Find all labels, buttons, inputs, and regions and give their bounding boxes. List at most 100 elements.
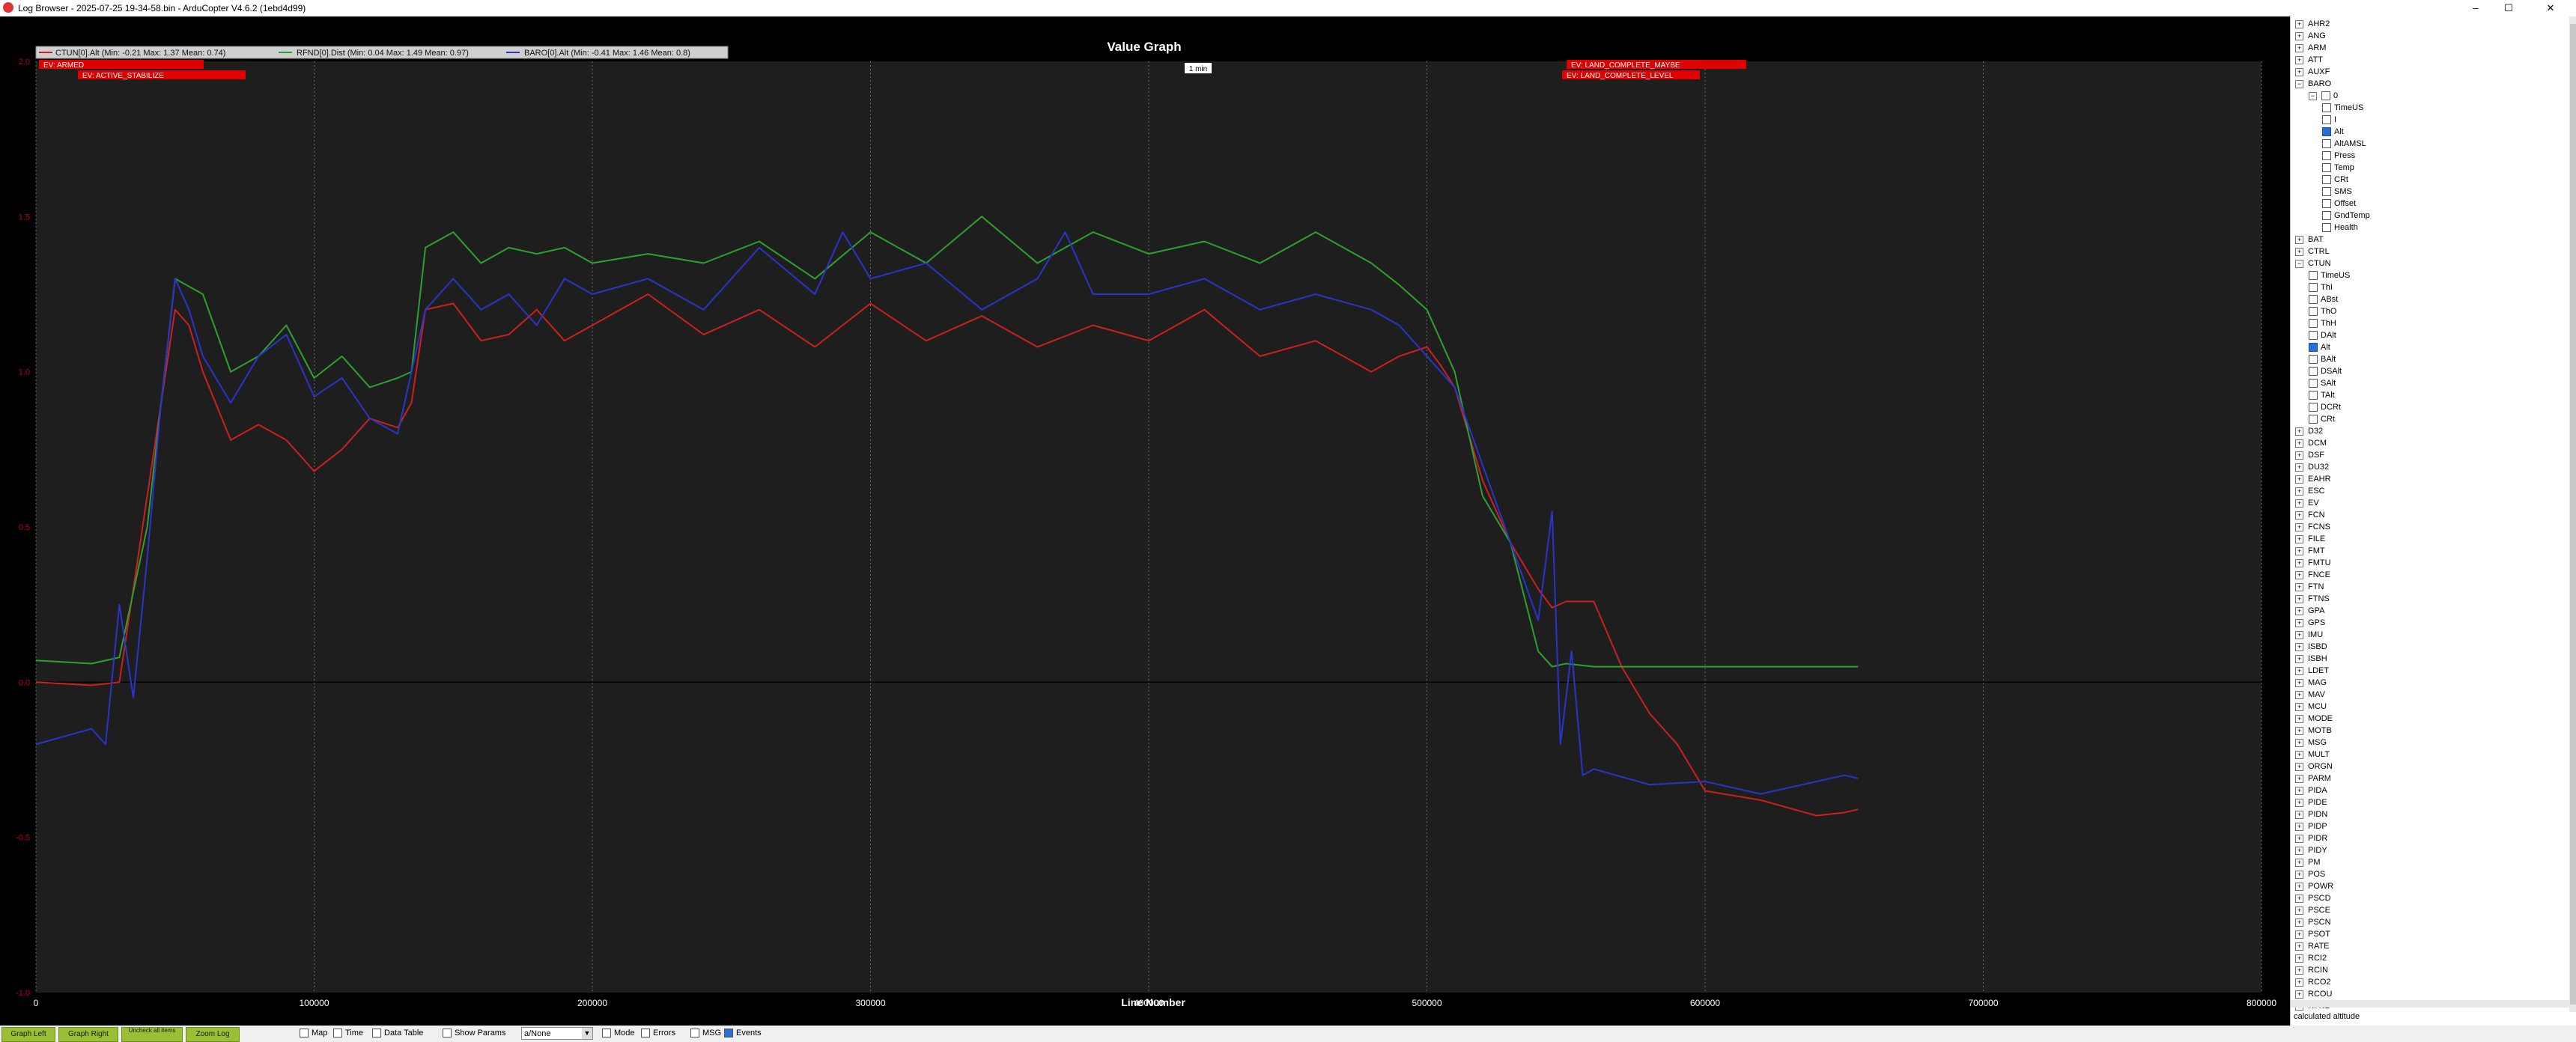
tree-node[interactable]: + ISBH xyxy=(2295,654,2327,666)
tree-field-item[interactable]: SMS xyxy=(2322,187,2352,199)
tree-checkbox[interactable] xyxy=(2309,295,2318,305)
tree-checkbox[interactable] xyxy=(2322,139,2331,149)
tree-node[interactable]: + FCN xyxy=(2295,511,2325,522)
tree-field-item[interactable]: ThI xyxy=(2309,283,2333,295)
checkbox-box[interactable] xyxy=(333,1029,342,1038)
tree-field-item[interactable]: TAlt xyxy=(2309,391,2335,403)
close-button[interactable]: ✕ xyxy=(2546,2,2555,13)
toolbar-button-3[interactable]: Zoom Log xyxy=(186,1027,240,1042)
expand-icon[interactable]: + xyxy=(2295,930,2303,939)
tree-node[interactable]: + MODE xyxy=(2295,714,2333,726)
tree-field-item[interactable]: I xyxy=(2322,115,2336,127)
tree-node[interactable]: + MOTB xyxy=(2295,726,2332,738)
tree-node[interactable]: + POS xyxy=(2295,870,2325,882)
tree-node[interactable]: + EV xyxy=(2295,499,2319,511)
tree-field-item[interactable]: AltAMSL xyxy=(2322,139,2366,151)
toolbar-checkbox-time[interactable]: Time xyxy=(333,1029,363,1038)
toolbar-checkbox-show-params[interactable]: Show Params xyxy=(443,1029,505,1038)
tree-node[interactable]: + FTNS xyxy=(2295,594,2330,606)
tree-node[interactable]: + PIDE xyxy=(2295,798,2327,810)
tree-node[interactable]: − CTUN xyxy=(2295,259,2331,271)
tree-node[interactable]: + IMU xyxy=(2295,630,2323,642)
tree-node[interactable]: + RCIN xyxy=(2295,966,2328,978)
expand-icon[interactable]: + xyxy=(2295,31,2303,40)
tree-node[interactable]: + MSG xyxy=(2295,738,2327,750)
expand-icon[interactable]: + xyxy=(2295,594,2303,603)
maximize-button[interactable]: ☐ xyxy=(2504,2,2513,13)
expand-icon[interactable]: + xyxy=(2295,954,2303,963)
toolbar-checkbox-map[interactable]: Map xyxy=(300,1029,327,1038)
tree-checkbox[interactable] xyxy=(2321,91,2330,101)
expand-icon[interactable]: + xyxy=(2295,978,2303,987)
expand-icon[interactable]: + xyxy=(2295,618,2303,627)
tree-node[interactable]: + ARM xyxy=(2295,43,2326,55)
expand-icon[interactable]: + xyxy=(2295,630,2303,639)
expand-icon[interactable]: + xyxy=(2295,822,2303,831)
tree-node[interactable]: + BAT xyxy=(2295,235,2324,247)
expand-icon[interactable]: + xyxy=(2295,451,2303,460)
tree-node[interactable]: + GPA xyxy=(2295,606,2324,618)
legend-item-ctun[interactable]: CTUN[0].Alt (Min: -0.21 Max: 1.37 Mean: … xyxy=(55,49,225,58)
tree-node[interactable]: + RCOU xyxy=(2295,990,2332,1002)
expand-icon[interactable]: + xyxy=(2295,870,2303,879)
expand-icon[interactable]: + xyxy=(2295,858,2303,867)
tree-node[interactable]: + PIDY xyxy=(2295,846,2327,858)
expand-icon[interactable]: + xyxy=(2295,55,2303,64)
tree-field-item[interactable]: BAlt xyxy=(2309,355,2336,367)
tree-field-item[interactable]: Press xyxy=(2322,151,2355,163)
chevron-down-icon[interactable]: ▼ xyxy=(582,1028,592,1039)
tree-node[interactable]: + PIDR xyxy=(2295,834,2327,846)
expand-icon[interactable]: + xyxy=(2295,522,2303,531)
tree-field-item[interactable]: CRt xyxy=(2322,175,2348,187)
tree-node[interactable]: + RCI2 xyxy=(2295,954,2327,966)
tree-node[interactable]: −0 xyxy=(2309,91,2338,103)
expand-icon[interactable]: + xyxy=(2295,67,2303,76)
tree-field-item[interactable]: GndTemp xyxy=(2322,211,2370,223)
tree-field-item[interactable]: DAlt xyxy=(2309,331,2336,343)
expand-icon[interactable]: + xyxy=(2295,43,2303,52)
toolbar-button-1[interactable]: Graph Right xyxy=(58,1027,118,1042)
tree-node[interactable]: + CTRL xyxy=(2295,247,2330,259)
expand-icon[interactable]: + xyxy=(2295,654,2303,663)
tree-checkbox[interactable] xyxy=(2322,175,2331,185)
collapse-icon[interactable]: − xyxy=(2295,79,2303,88)
expand-icon[interactable]: + xyxy=(2295,834,2303,843)
tree-node[interactable]: + RATE xyxy=(2295,942,2330,954)
tree-field-item[interactable]: ThH xyxy=(2309,319,2336,331)
checkbox-box[interactable] xyxy=(300,1029,309,1038)
tree-node[interactable]: + DU32 xyxy=(2295,463,2329,475)
tree-node[interactable]: + PSCN xyxy=(2295,918,2331,930)
expand-icon[interactable]: + xyxy=(2295,942,2303,951)
expand-icon[interactable]: + xyxy=(2295,990,2303,999)
expand-icon[interactable]: + xyxy=(2295,534,2303,543)
expand-icon[interactable]: + xyxy=(2295,966,2303,975)
tree-node[interactable]: + FMT xyxy=(2295,546,2325,558)
tree-node[interactable]: + POWR xyxy=(2295,882,2333,894)
expand-icon[interactable]: + xyxy=(2295,882,2303,891)
legend-item-baro[interactable]: BARO[0].Alt (Min: -0.41 Max: 1.46 Mean: … xyxy=(524,49,690,58)
tree-node[interactable]: + MCU xyxy=(2295,702,2327,714)
tree-checkbox[interactable] xyxy=(2322,127,2331,137)
tree-checkbox[interactable] xyxy=(2309,307,2318,317)
tree-node[interactable]: + PIDP xyxy=(2295,822,2327,834)
expand-icon[interactable]: + xyxy=(2295,906,2303,915)
scrollbar-thumb[interactable] xyxy=(2570,24,2576,1005)
tree-checkbox[interactable] xyxy=(2309,379,2318,389)
series-select[interactable]: a/None ▼ xyxy=(521,1027,593,1040)
expand-icon[interactable]: + xyxy=(2295,786,2303,795)
expand-icon[interactable]: + xyxy=(2295,475,2303,484)
expand-icon[interactable]: + xyxy=(2295,19,2303,28)
expand-icon[interactable]: + xyxy=(2295,642,2303,651)
expand-icon[interactable]: + xyxy=(2295,810,2303,819)
expand-icon[interactable]: + xyxy=(2295,798,2303,807)
checkbox-box[interactable] xyxy=(641,1029,650,1038)
collapse-icon[interactable]: − xyxy=(2309,91,2317,100)
tree-node[interactable]: + ESC xyxy=(2295,487,2325,499)
tree-node[interactable]: + DCM xyxy=(2295,439,2327,451)
expand-icon[interactable]: + xyxy=(2295,511,2303,520)
tree-field-item[interactable]: Temp xyxy=(2322,163,2354,175)
tree-node[interactable]: + EAHR xyxy=(2295,475,2331,487)
expand-icon[interactable]: + xyxy=(2295,427,2303,436)
tree-horizontal-scrollbar[interactable] xyxy=(2291,1000,2569,1008)
tree-node[interactable]: + FTN xyxy=(2295,582,2324,594)
